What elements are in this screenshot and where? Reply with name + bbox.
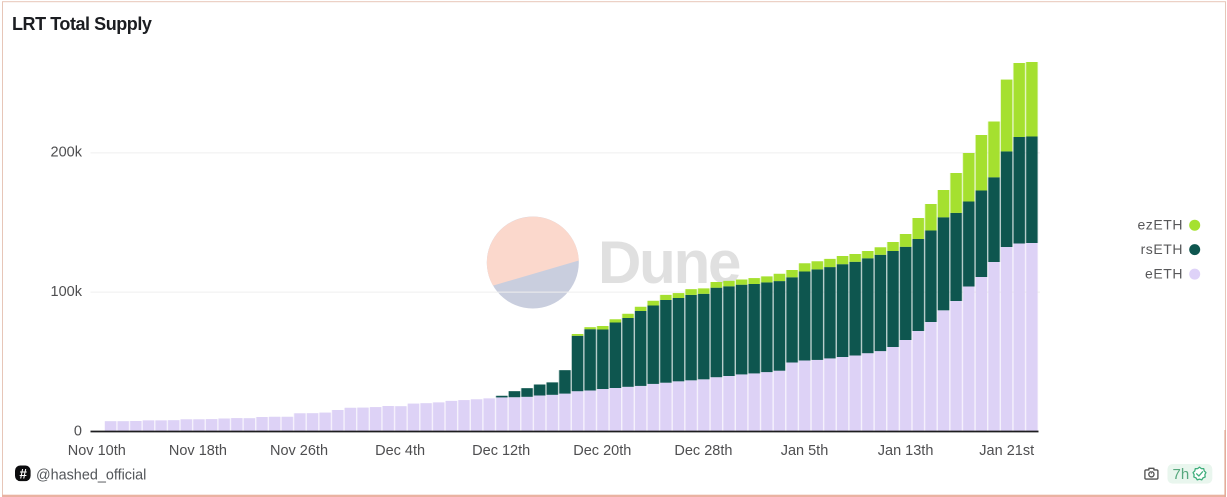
svg-text:Jan 5th: Jan 5th bbox=[781, 443, 829, 459]
svg-text:7h: 7h bbox=[1173, 466, 1190, 483]
svg-text:Dec 4th: Dec 4th bbox=[375, 443, 425, 459]
svg-text:0: 0 bbox=[74, 423, 82, 439]
svg-text:eETH: eETH bbox=[1145, 265, 1183, 281]
svg-text:Nov 10th: Nov 10th bbox=[68, 443, 126, 459]
svg-text:Dec 12th: Dec 12th bbox=[472, 443, 530, 459]
svg-text:rsETH: rsETH bbox=[1141, 241, 1183, 257]
svg-text:ezETH: ezETH bbox=[1137, 217, 1183, 233]
svg-text:Nov 18th: Nov 18th bbox=[169, 443, 227, 459]
svg-text:#: # bbox=[19, 466, 27, 481]
svg-text:Jan 13th: Jan 13th bbox=[878, 443, 934, 459]
svg-text:@hashed_official: @hashed_official bbox=[36, 467, 146, 483]
svg-text:Dec 20th: Dec 20th bbox=[573, 443, 631, 459]
svg-text:Dec 28th: Dec 28th bbox=[674, 443, 732, 459]
svg-text:Nov 26th: Nov 26th bbox=[270, 443, 328, 459]
svg-text:200k: 200k bbox=[51, 145, 83, 161]
svg-text:100k: 100k bbox=[51, 284, 83, 300]
svg-text:LRT Total Supply: LRT Total Supply bbox=[12, 14, 152, 34]
svg-text:Jan 21st: Jan 21st bbox=[979, 443, 1034, 459]
